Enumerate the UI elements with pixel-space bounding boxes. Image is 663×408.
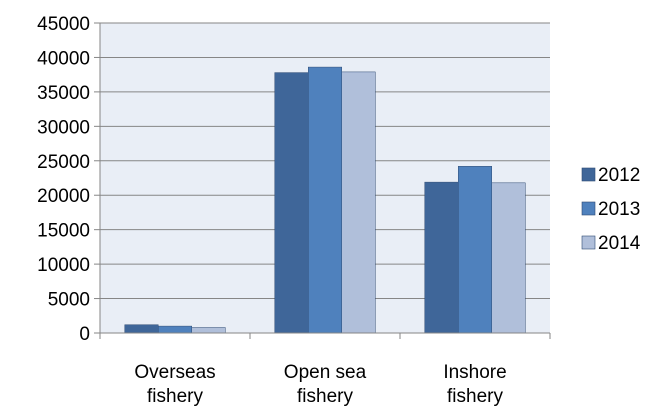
y-tick-label: 20000: [37, 186, 90, 207]
bar-2014-0: [191, 327, 226, 334]
y-tick-label: 45000: [37, 14, 90, 35]
bar-2012-0: [124, 324, 159, 334]
bar-2012-1: [274, 72, 309, 334]
bar-2013-1: [308, 66, 342, 334]
legend: 2012 2013 2014: [581, 165, 641, 254]
y-tick-label: 15000: [37, 221, 90, 242]
y-axis-ticks: 0 5000 10000 15000 20000 25000 30000 35000 40000…: [37, 14, 100, 345]
bar-2013-0: [158, 325, 192, 334]
bar-2012-2: [424, 181, 459, 334]
bar-2013-2: [458, 166, 492, 334]
y-tick-label: 0: [79, 324, 90, 345]
legend-label-2014: 2014: [598, 233, 641, 254]
axes: [99, 23, 551, 339]
y-tick-label: 35000: [37, 83, 90, 104]
x-category-label: Inshore: [443, 362, 506, 383]
y-tick-label: 10000: [37, 255, 90, 276]
legend-swatch-2014: [581, 235, 596, 250]
legend-label-2013: 2013: [598, 199, 640, 220]
y-tick-label: 40000: [37, 48, 90, 69]
x-axis-categories: Overseas fishery Open sea fishery Inshore fis…: [134, 362, 506, 407]
legend-label-2012: 2012: [598, 165, 640, 186]
legend-swatch-2013: [581, 201, 596, 216]
bars: [124, 66, 526, 334]
x-category-label: fishery: [447, 386, 503, 407]
bar-2014-2: [491, 182, 526, 334]
x-category-label: Overseas: [134, 362, 215, 383]
x-category-label: fishery: [297, 386, 353, 407]
y-tick-label: 30000: [37, 117, 90, 138]
x-category-label: fishery: [147, 386, 203, 407]
bar-2014-1: [341, 71, 376, 334]
y-tick-label: 5000: [48, 290, 90, 311]
y-tick-label: 25000: [37, 152, 90, 173]
x-category-label: Open sea: [284, 362, 367, 383]
legend-swatch-2012: [581, 167, 596, 182]
